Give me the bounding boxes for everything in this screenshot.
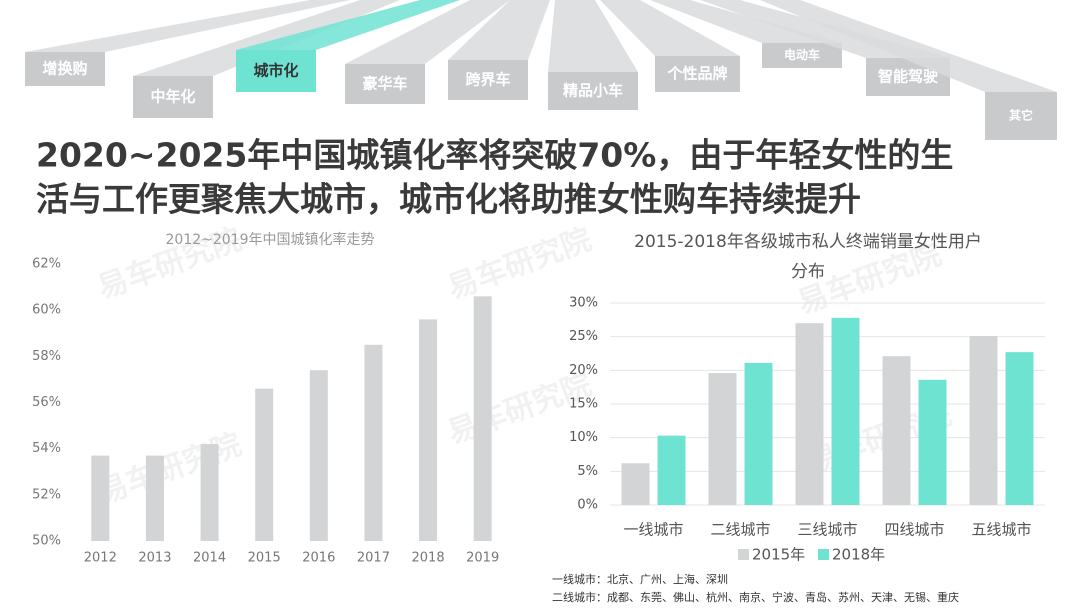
bar bbox=[473, 296, 492, 541]
x-tick-label: 2017 bbox=[357, 551, 390, 566]
tab-label: 个性品牌 bbox=[666, 65, 727, 83]
footnote: 一线城市：北京、广州、上海、深圳 bbox=[552, 572, 728, 586]
y-tick-label: 25% bbox=[569, 329, 598, 344]
bar bbox=[309, 370, 328, 541]
tab bbox=[655, 56, 740, 92]
tab-label: 豪华车 bbox=[362, 75, 407, 93]
bar bbox=[657, 435, 686, 505]
tab-label: 电动车 bbox=[784, 47, 820, 62]
bar bbox=[364, 344, 383, 541]
x-tick-label: 2018 bbox=[412, 551, 445, 566]
y-tick-label: 54% bbox=[32, 441, 61, 456]
tab bbox=[548, 72, 638, 110]
x-tick-label: 2015 bbox=[248, 551, 281, 566]
x-tick-label: 2014 bbox=[193, 551, 226, 566]
x-tick-label: 2019 bbox=[466, 551, 499, 566]
y-tick-label: 10% bbox=[569, 430, 598, 445]
y-tick-label: 5% bbox=[577, 464, 598, 479]
tab-label: 城市化 bbox=[253, 62, 298, 80]
y-tick-label: 50% bbox=[32, 534, 61, 549]
tab bbox=[345, 64, 425, 104]
x-tick-label: 2012 bbox=[84, 551, 117, 566]
bar bbox=[918, 379, 947, 505]
tab-stripe bbox=[448, 0, 550, 60]
x-tick-label: 一线城市 bbox=[623, 521, 683, 539]
y-tick-label: 15% bbox=[569, 397, 598, 412]
tab-label: 增换购 bbox=[42, 60, 87, 78]
bar bbox=[145, 455, 164, 541]
bar bbox=[744, 362, 773, 505]
bar bbox=[1005, 352, 1034, 505]
legend-label: 2015年 bbox=[752, 546, 805, 564]
bar bbox=[255, 388, 274, 541]
tab-stripe bbox=[236, 0, 460, 50]
tab bbox=[25, 52, 105, 86]
headline: 2020~2025年中国城镇化率将突破70%，由于年轻女性的生 bbox=[36, 136, 953, 175]
x-tick-label: 五线城市 bbox=[971, 521, 1031, 539]
y-tick-label: 58% bbox=[32, 349, 61, 364]
headline: 活与工作更聚焦大城市，城市化将助推女性购车持续提升 bbox=[36, 180, 861, 219]
y-tick-label: 52% bbox=[32, 487, 61, 502]
tab-label: 其它 bbox=[1009, 108, 1033, 123]
bar bbox=[621, 463, 650, 505]
tab-label: 中年化 bbox=[150, 88, 195, 106]
bar bbox=[795, 323, 824, 505]
tab-label: 智能驾驶 bbox=[878, 68, 938, 86]
tab-stripe bbox=[600, 0, 740, 56]
bar bbox=[969, 335, 998, 505]
x-tick-label: 2013 bbox=[138, 551, 171, 566]
bar bbox=[91, 455, 110, 541]
bar bbox=[200, 444, 219, 541]
tab-label: 精品小车 bbox=[563, 82, 623, 100]
tab-stripe bbox=[760, 0, 1057, 92]
legend-swatch bbox=[818, 549, 829, 560]
bar bbox=[708, 373, 737, 505]
y-tick-label: 60% bbox=[32, 303, 61, 318]
tab-stripe bbox=[345, 0, 510, 64]
y-tick-label: 0% bbox=[577, 498, 598, 513]
tab bbox=[762, 43, 842, 68]
tab-stripe bbox=[548, 0, 638, 72]
chart-title: 分布 bbox=[791, 262, 825, 282]
tab bbox=[236, 50, 316, 92]
x-tick-label: 四线城市 bbox=[884, 521, 944, 539]
bar bbox=[882, 356, 911, 505]
bar bbox=[419, 319, 438, 541]
tab bbox=[448, 60, 528, 100]
tab bbox=[985, 92, 1057, 140]
legend-label: 2018年 bbox=[832, 546, 885, 564]
chart-title: 2015-2018年各级城市私人终端销量女性用户 bbox=[634, 232, 982, 252]
x-tick-label: 三线城市 bbox=[797, 521, 857, 539]
y-tick-label: 62% bbox=[32, 257, 61, 272]
x-tick-label: 2016 bbox=[302, 551, 335, 566]
tab-stripe bbox=[133, 0, 400, 76]
bar bbox=[831, 317, 860, 505]
tab bbox=[133, 76, 213, 118]
y-tick-label: 20% bbox=[569, 363, 598, 378]
legend-swatch bbox=[738, 549, 749, 560]
x-tick-label: 二线城市 bbox=[710, 521, 770, 539]
y-tick-label: 30% bbox=[569, 296, 598, 311]
chart-title: 2012~2019年中国城镇化率走势 bbox=[166, 231, 375, 248]
y-tick-label: 56% bbox=[32, 395, 61, 410]
footnote: 二线城市：成都、东莞、佛山、杭州、南京、宁波、青岛、苏州、天津、无锡、重庆 bbox=[552, 590, 959, 604]
tab-label: 跨界车 bbox=[465, 71, 510, 89]
tab-stripe bbox=[25, 0, 350, 52]
